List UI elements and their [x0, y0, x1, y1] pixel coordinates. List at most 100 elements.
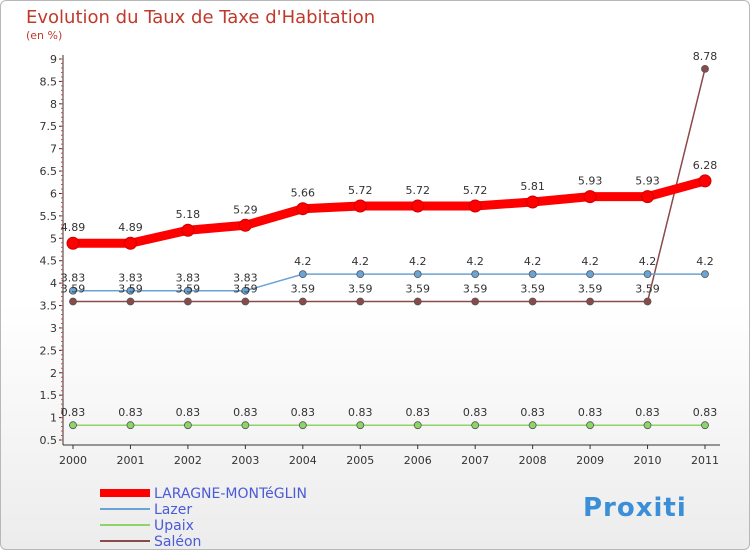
- data-point: [528, 421, 537, 430]
- data-point: [701, 64, 709, 73]
- y-tick-label: 6: [50, 187, 57, 200]
- data-label: 4.2: [524, 255, 542, 268]
- data-point: [698, 174, 712, 188]
- data-label: 5.18: [176, 208, 201, 221]
- data-point: [184, 286, 192, 295]
- y-tick-label: 1: [50, 412, 57, 425]
- data-point: [643, 270, 652, 279]
- data-label: 0.83: [578, 406, 603, 419]
- data-label: 4.89: [118, 221, 143, 234]
- data-point: [298, 421, 307, 430]
- legend-label: LARAGNE-MONTéGLIN: [154, 486, 307, 502]
- data-label: 0.83: [635, 406, 660, 419]
- y-tick-label: 9: [50, 53, 57, 66]
- data-label: 5.72: [348, 184, 373, 197]
- x-tick-label: 2004: [289, 454, 317, 467]
- x-tick-label: 2006: [404, 454, 432, 467]
- chart-subtitle: (en %): [26, 29, 62, 42]
- data-label: 3.59: [635, 282, 660, 295]
- data-point: [413, 270, 422, 279]
- data-label: 4.2: [696, 255, 714, 268]
- data-point: [526, 195, 540, 209]
- data-label: 5.72: [463, 184, 488, 197]
- data-label: 8.78: [693, 50, 718, 63]
- y-tick-label: 7.5: [40, 120, 58, 133]
- x-tick-label: 2005: [346, 454, 374, 467]
- series-lines: [68, 68, 710, 426]
- data-point: [468, 199, 482, 213]
- series-line-0: [68, 176, 710, 248]
- data-label: 3.59: [405, 282, 430, 295]
- data-label: 3.59: [463, 282, 488, 295]
- data-label: 3.59: [118, 282, 143, 295]
- data-label: 4.89: [61, 221, 86, 234]
- data-label: 4.2: [466, 255, 484, 268]
- data-point: [411, 199, 425, 213]
- y-tick-label: 2: [50, 367, 57, 380]
- data-label: 0.83: [520, 406, 545, 419]
- y-tick-label: 1.5: [40, 389, 58, 402]
- data-label: 5.72: [405, 184, 430, 197]
- data-label: 0.83: [291, 406, 316, 419]
- series-points: [66, 64, 712, 430]
- data-point: [528, 297, 537, 306]
- data-label: 4.2: [639, 255, 657, 268]
- proxiti-logo: Proxiti: [583, 493, 687, 523]
- data-point: [126, 421, 135, 430]
- data-point: [181, 223, 195, 237]
- data-label: 0.83: [61, 406, 86, 419]
- x-tick-label: 2000: [59, 454, 87, 467]
- data-point: [586, 421, 594, 430]
- data-label: 5.29: [233, 203, 258, 216]
- data-label: 3.83: [61, 272, 86, 285]
- data-point: [413, 297, 422, 306]
- data-label: 4.2: [409, 255, 427, 268]
- y-tick-label: 3.5: [40, 300, 58, 313]
- y-tick-label: 8: [50, 98, 57, 111]
- data-label: 5.93: [635, 175, 660, 188]
- data-point: [586, 297, 594, 306]
- data-label: 3.59: [176, 282, 201, 295]
- data-point: [643, 421, 652, 430]
- data-label: 5.93: [578, 175, 603, 188]
- y-tick-label: 5.5: [40, 210, 58, 223]
- data-label: 3.59: [61, 282, 86, 295]
- data-point: [241, 286, 250, 295]
- axes: 0.5 1 1.5 2 2.5 3 3.5 4 4.5 5 5.5 6 6.5 7 7.5 8 8.5 9 2000…: [40, 53, 720, 467]
- data-label: 3.59: [578, 282, 603, 295]
- data-labels: 4.89 4.89 5.18 5.29 5.66 5.72 5.72 5.72 5.81 5.93…: [61, 50, 718, 419]
- data-label: 6.28: [693, 159, 718, 172]
- data-label: 3.83: [176, 272, 201, 285]
- legend-label: Upaix: [154, 518, 194, 534]
- legend-label: Saléon: [154, 534, 201, 550]
- data-label: 0.83: [176, 406, 201, 419]
- series-line-1: [72, 273, 706, 292]
- data-point: [586, 270, 594, 279]
- chart-title: Evolution du Taux de Taxe d'Habitation: [26, 7, 375, 28]
- data-label: 0.83: [348, 406, 373, 419]
- y-tick-label: 0.5: [40, 434, 58, 447]
- data-label: 3.83: [118, 272, 143, 285]
- data-point: [356, 297, 365, 306]
- data-point: [471, 421, 480, 430]
- data-point: [184, 421, 192, 430]
- data-point: [241, 421, 250, 430]
- data-point: [356, 421, 365, 430]
- data-point: [471, 270, 480, 279]
- data-point: [583, 190, 597, 204]
- data-point: [353, 199, 367, 213]
- y-tick-label: 8.5: [40, 75, 58, 88]
- data-label: 0.83: [693, 406, 718, 419]
- y-tick-label: 4: [50, 277, 57, 290]
- data-label: 3.83: [233, 272, 258, 285]
- x-tick-label: 2007: [461, 454, 489, 467]
- data-point: [643, 297, 652, 306]
- x-tick-label: 2003: [231, 454, 259, 467]
- proxiti-logo-text: Proxiti: [583, 493, 687, 523]
- x-tick-label: 2008: [519, 454, 547, 467]
- y-tick-label: 2.5: [40, 344, 58, 357]
- data-label: 4.2: [352, 255, 370, 268]
